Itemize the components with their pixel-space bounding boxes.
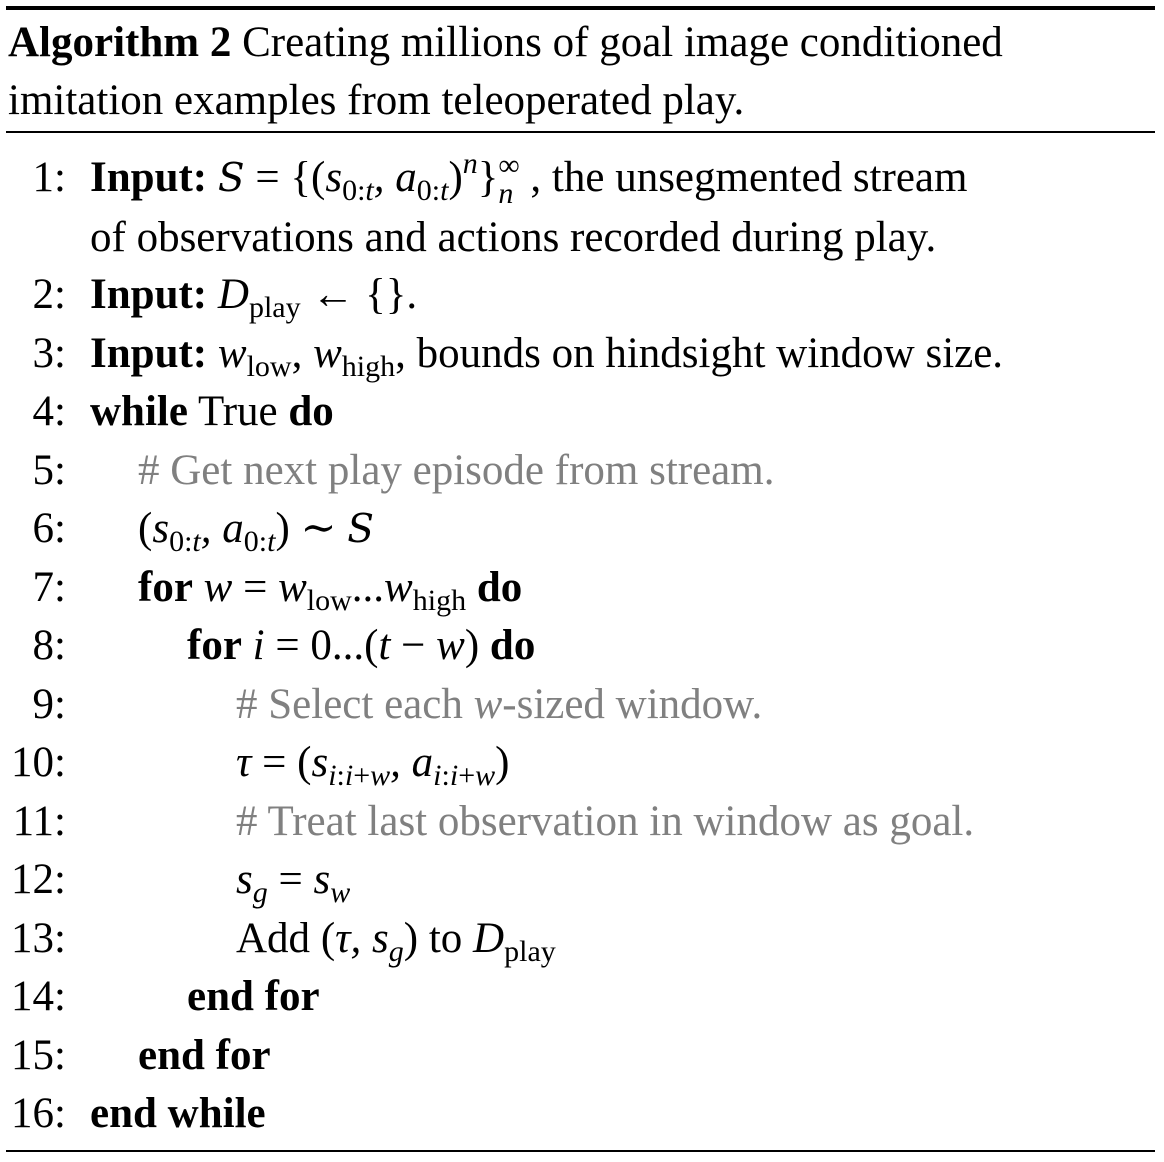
line-content: for w = wlow...whigh do — [138, 559, 522, 618]
keyword-while: while — [90, 388, 188, 435]
line-text: True — [197, 388, 278, 435]
line-number: 10: — [11, 739, 66, 786]
keyword-do: do — [489, 622, 536, 669]
line-text: Add — [236, 914, 311, 962]
math-stream-set: S = {(s0:t, a0:t)n} ∞ n — [217, 147, 520, 210]
line-number: 15: — [11, 1031, 66, 1079]
math-tuple: (τ, sg) — [320, 914, 419, 968]
line-number: 11: — [12, 797, 66, 845]
algorithm-line-12: 12: sg = sw — [0, 851, 1164, 910]
algorithm-line-4: 4: while True do — [0, 383, 1164, 442]
line-number: 8: — [32, 622, 66, 669]
algorithm-caption: Algorithm 2 Creating millions of goal im… — [8, 14, 1158, 130]
algorithm-label: Algorithm 2 — [8, 19, 232, 66]
line-comment: # Select each w-sized window. — [236, 676, 762, 735]
line-number: 6: — [32, 505, 66, 552]
algorithm-line-5: 5: # Get next play episode from stream. — [0, 442, 1164, 501]
algorithm-body: 1: Input: S = {(s0:t, a0:t)n} ∞ n, the uns… — [0, 149, 1164, 1144]
top-rule — [6, 6, 1155, 10]
math-sample-episode: (s0:t, a0:t) ∼ S — [138, 505, 375, 558]
math-w: w — [473, 680, 503, 728]
line-description: , the unsegmented stream — [530, 154, 968, 201]
keyword-input: Input: — [90, 329, 208, 377]
line-description: , bounds on hindsight window size. — [395, 329, 1004, 377]
caption-text: Creating millions of goal image conditio… — [242, 19, 1003, 66]
keyword-for: for — [138, 563, 193, 611]
keyword-end-for: end for — [138, 1031, 271, 1079]
algorithm-line-1: 1: Input: S = {(s0:t, a0:t)n} ∞ n, the uns… — [0, 149, 1164, 266]
keyword-for: for — [187, 622, 242, 669]
math-dplay: Dplay — [473, 914, 556, 968]
algorithm-line-14: 14: end for — [0, 968, 1164, 1027]
line-content: Input: wlow, whigh, bounds on hindsight … — [90, 325, 1003, 384]
algorithm-line-3: 3: Input: wlow, whigh, bounds on hindsig… — [0, 325, 1164, 384]
line-number: 2: — [32, 271, 66, 318]
line-content: while True do — [90, 383, 334, 442]
math-dplay-init: Dplay ← {} — [217, 271, 407, 324]
line-tail: . — [406, 271, 418, 318]
comment-part-b: -sized window. — [502, 680, 763, 728]
math-window-bounds: wlow, whigh — [217, 329, 396, 383]
line-number: 12: — [11, 856, 66, 903]
math-window-loop: w = wlow...whigh — [203, 563, 467, 617]
line-comment: # Treat last observation in window as go… — [236, 797, 975, 845]
math-index-loop: i = 0...(t − w) — [252, 622, 480, 669]
algorithm-line-2: 2: Input: Dplay ← {}. — [0, 266, 1164, 325]
algorithm-line-7: 7: for w = wlow...whigh do — [0, 559, 1164, 618]
comment-part-a: # Select each — [236, 680, 474, 728]
line-content: for i = 0...(t − w) do — [187, 617, 535, 676]
algorithm-line-16: 16: end while — [0, 1085, 1164, 1144]
line-number: 14: — [11, 973, 66, 1020]
keyword-do: do — [476, 563, 523, 611]
line-continuation: of observations and actions recorded dur… — [90, 213, 937, 261]
caption-rule — [6, 131, 1155, 133]
keyword-input: Input: — [90, 271, 208, 318]
line-comment: # Get next play episode from stream. — [138, 446, 775, 494]
line-content: Input: Dplay ← {}. — [90, 266, 417, 325]
line-text-to: to — [428, 914, 463, 962]
algorithm-line-9: 9: # Select each w-sized window. — [0, 676, 1164, 735]
keyword-end-while: end while — [90, 1090, 266, 1137]
algorithm-line-13: 13: Add (τ, sg) to Dplay — [0, 910, 1164, 969]
line-number: 7: — [32, 563, 66, 611]
line-number: 9: — [32, 680, 66, 728]
caption-text-line2: imitation examples from teleoperated pla… — [8, 77, 745, 124]
math-goal-assign: sg = sw — [236, 856, 351, 909]
line-number: 4: — [32, 388, 66, 435]
math-tau-window: τ = (si:i+w, ai:i+w) — [236, 739, 510, 792]
line-number: 13: — [11, 914, 66, 962]
keyword-end-for: end for — [187, 973, 320, 1020]
line-content: Input: S = {(s0:t, a0:t)n} ∞ n, the unsegm… — [90, 149, 967, 267]
algorithm-line-10: 10: τ = (si:i+w, ai:i+w) — [0, 734, 1164, 793]
bottom-rule — [6, 1150, 1155, 1152]
algorithm-line-8: 8: for i = 0...(t − w) do — [0, 617, 1164, 676]
line-number: 1: — [32, 154, 66, 201]
algorithm-line-6: 6: (s0:t, a0:t) ∼ S — [0, 500, 1164, 559]
line-content: Add (τ, sg) to Dplay — [236, 910, 556, 969]
line-number: 16: — [11, 1090, 66, 1137]
line-number: 5: — [32, 446, 66, 494]
keyword-do: do — [288, 388, 334, 435]
algorithm-line-11: 11: # Treat last observation in window a… — [0, 793, 1164, 852]
algorithm-line-15: 15: end for — [0, 1027, 1164, 1086]
keyword-input: Input: — [90, 154, 208, 201]
line-number: 3: — [32, 329, 66, 377]
